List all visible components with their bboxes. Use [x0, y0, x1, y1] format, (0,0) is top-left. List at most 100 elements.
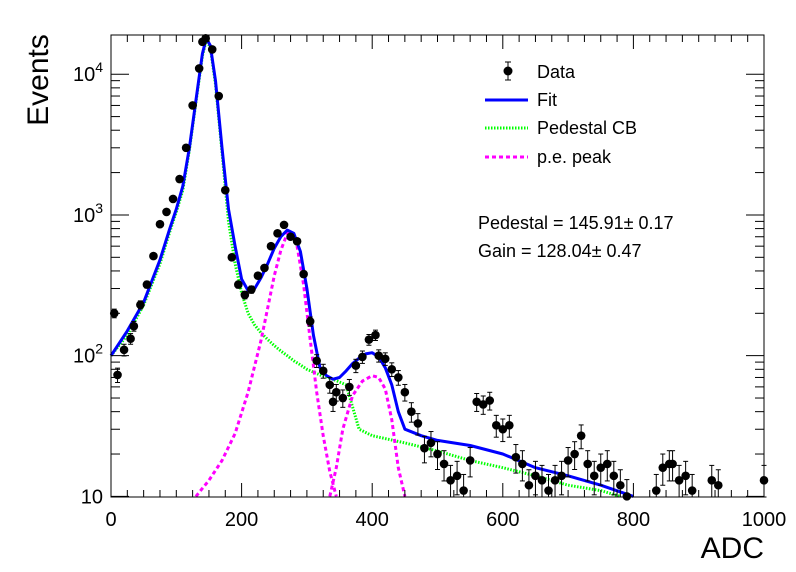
- data-point-marker: [459, 486, 468, 495]
- data-point: [465, 447, 475, 478]
- y-tick-label: 104: [73, 59, 103, 86]
- data-point: [433, 441, 442, 470]
- data-point-marker: [286, 232, 295, 242]
- data-point-marker: [119, 345, 129, 355]
- data-point-marker: [446, 476, 455, 485]
- data-point: [452, 460, 462, 496]
- data-point-marker: [168, 194, 178, 204]
- data-point-marker: [240, 290, 250, 300]
- data-point: [129, 321, 139, 332]
- data-point: [668, 450, 677, 482]
- data-point: [387, 362, 397, 378]
- data-point-marker: [279, 220, 289, 230]
- data-point: [518, 450, 527, 482]
- legend: Data Fit Pedestal CB p.e. peak: [485, 61, 637, 167]
- data-point: [286, 232, 295, 242]
- data-point-marker: [260, 263, 269, 273]
- data-point-marker: [668, 459, 677, 469]
- data-point: [439, 450, 449, 482]
- data-point: [446, 464, 455, 498]
- data-point: [126, 333, 135, 345]
- data-point: [331, 383, 341, 402]
- data-point: [175, 174, 184, 184]
- data-point: [266, 241, 276, 251]
- p-e-peak-curve-2: [328, 374, 407, 497]
- data-point: [358, 350, 367, 364]
- data-point: [273, 229, 282, 238]
- data-point-marker: [576, 431, 586, 440]
- data-point-marker: [371, 330, 380, 340]
- data-point: [305, 316, 315, 327]
- data-point: [563, 447, 573, 478]
- data-point-marker: [537, 476, 547, 485]
- data-point: [234, 280, 243, 289]
- p-e-peak-curve-1: [194, 230, 338, 498]
- data-point: [505, 414, 514, 438]
- tick-labels-layer: 0 200 400 600 800 1000 10 102 103 104: [73, 59, 786, 531]
- data-point-marker: [420, 443, 429, 453]
- data-point: [622, 479, 632, 501]
- data-point-marker: [338, 393, 348, 403]
- legend-data-marker: [503, 66, 513, 76]
- data-point-marker: [318, 366, 328, 376]
- data-point-marker: [312, 356, 321, 366]
- legend-item-pedestal-cb: Pedestal CB: [485, 118, 637, 138]
- data-point: [609, 460, 619, 496]
- data-point: [136, 300, 145, 310]
- y-axis-label: Events: [22, 34, 55, 126]
- data-point-marker: [589, 471, 599, 481]
- data-point: [240, 290, 250, 300]
- data-point: [374, 349, 384, 363]
- data-point-marker: [292, 236, 302, 246]
- data-point: [325, 377, 335, 394]
- data-point: [531, 460, 540, 496]
- data-point-marker: [407, 407, 416, 416]
- data-point: [155, 219, 165, 229]
- data-point: [413, 413, 423, 436]
- data-point-marker: [485, 396, 495, 405]
- data-point-marker: [452, 471, 462, 481]
- data-point: [491, 414, 501, 438]
- data-point-marker: [616, 480, 625, 490]
- data-point: [207, 45, 217, 54]
- legend-item-data: Data: [503, 61, 576, 82]
- data-point: [181, 143, 191, 153]
- data-point: [142, 280, 152, 289]
- data-point-marker: [622, 492, 632, 501]
- data-point: [188, 101, 197, 110]
- data-point-marker: [498, 424, 508, 434]
- data-point-marker: [681, 471, 690, 481]
- data-point: [420, 435, 429, 464]
- data-point: [260, 263, 269, 273]
- data-point-marker: [175, 174, 184, 184]
- data-point: [364, 333, 374, 346]
- data-point-marker: [358, 352, 367, 362]
- x-tick-label: 600: [486, 509, 519, 531]
- data-point-marker: [126, 334, 135, 343]
- data-point-marker: [194, 64, 204, 73]
- y-tick-label: 102: [73, 341, 103, 368]
- data-point-marker: [433, 449, 442, 459]
- data-point-marker: [328, 397, 338, 407]
- data-point-marker: [583, 459, 592, 469]
- gain-annotation: Gain = 128.04± 0.47: [478, 241, 642, 261]
- data-point: [400, 383, 410, 402]
- data-point: [194, 64, 204, 73]
- data-point-marker: [273, 229, 282, 238]
- data-point-marker: [426, 438, 436, 448]
- data-point-marker: [299, 269, 308, 279]
- data-point: [407, 402, 416, 423]
- data-point-marker: [413, 419, 423, 428]
- data-point: [220, 185, 230, 195]
- legend-label-data: Data: [537, 62, 576, 82]
- data-point-marker: [214, 91, 224, 101]
- data-point-marker: [136, 300, 145, 310]
- data-point-marker: [570, 449, 579, 459]
- data-point: [351, 358, 361, 374]
- data-point-marker: [472, 397, 481, 407]
- data-point: [583, 450, 592, 482]
- data-point-marker: [511, 452, 521, 462]
- data-point-marker: [247, 285, 256, 294]
- data-point: [201, 34, 210, 43]
